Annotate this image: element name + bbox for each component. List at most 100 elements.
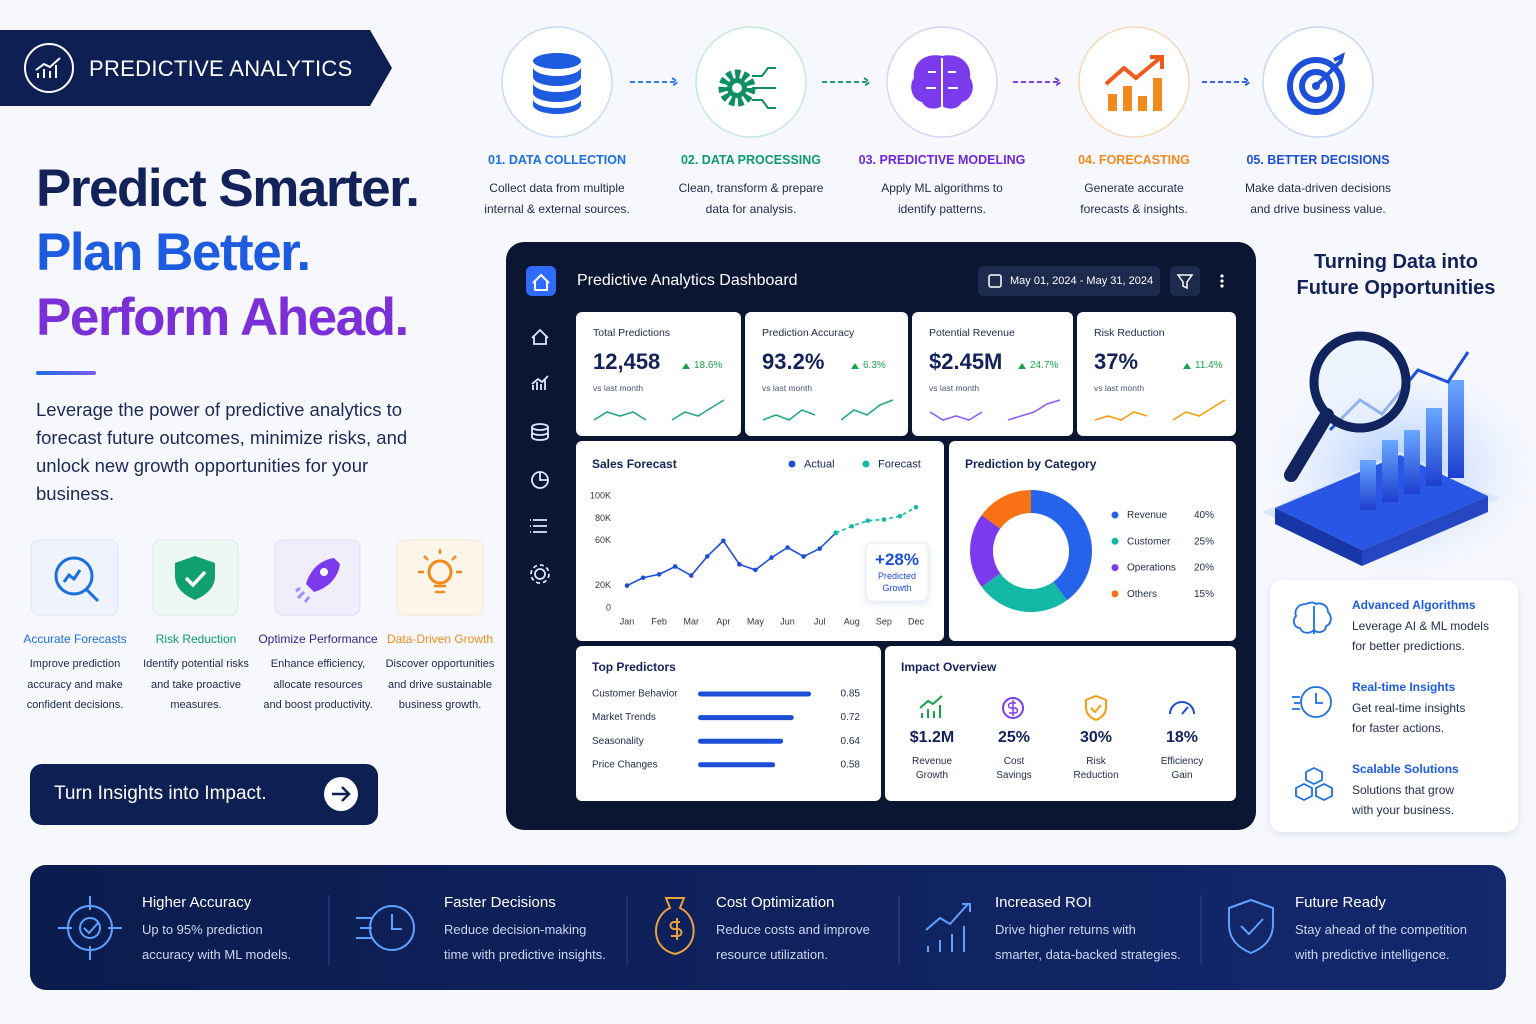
feature-title: Optimize Performance — [258, 632, 378, 646]
y-tick-label: 100K — [590, 490, 611, 500]
impact-icons — [919, 695, 943, 718]
impact-label: Gain — [1171, 770, 1193, 781]
legend-label: Revenue — [1127, 510, 1167, 521]
side-panel — [1270, 580, 1518, 832]
benefit-text: smarter, data-backed strategies. — [995, 947, 1181, 962]
benefit-text: Reduce costs and improve — [716, 922, 870, 937]
step-icons — [533, 53, 581, 69]
donut-segment — [1031, 490, 1092, 601]
cta-button[interactable] — [332, 786, 351, 802]
annotation-note: Growth — [882, 583, 912, 593]
illustration — [1448, 380, 1464, 478]
kpi-value: 12,458 — [593, 349, 661, 374]
legend-marker — [1111, 564, 1119, 572]
legend-label: Operations — [1127, 563, 1176, 574]
legend-label: Actual — [804, 458, 835, 470]
donut-segment — [969, 515, 1001, 587]
dashboard-cards — [576, 312, 741, 436]
benefits-bar — [58, 896, 122, 960]
point — [849, 523, 855, 529]
point — [672, 564, 678, 569]
x-tick-label: Dec — [908, 616, 925, 626]
feature-icons — [418, 549, 462, 594]
point — [704, 554, 710, 559]
benefit-title: Increased ROI — [995, 894, 1092, 911]
feature-title: Risk Reduction — [155, 632, 237, 646]
y-tick-label: 60K — [595, 535, 611, 545]
feature-icons — [54, 556, 94, 596]
header-title: PREDICTIVE ANALYTICS — [89, 56, 353, 81]
point — [881, 517, 887, 522]
dashboard-frame — [539, 472, 548, 481]
side-panel — [1295, 766, 1333, 802]
kpi-value: $2.45M — [929, 349, 1003, 374]
step-icons — [1123, 86, 1132, 111]
feature-icons — [320, 568, 328, 576]
donut-segment — [981, 573, 1067, 613]
feature-text: and boost productivity. — [263, 699, 373, 711]
dashboard-cards — [912, 312, 1073, 436]
point — [913, 504, 919, 510]
legend-marker — [788, 460, 796, 468]
legend-marker — [1111, 590, 1119, 598]
date-range[interactable]: May 01, 2024 - May 31, 2024 — [1010, 275, 1154, 287]
side-item-text: Solutions that grow — [1352, 783, 1455, 797]
feature-text: accuracy and make — [27, 678, 123, 691]
cta-button[interactable] — [30, 764, 378, 825]
dashboard-frame — [1220, 284, 1224, 288]
kpi-arrow — [1018, 363, 1026, 369]
cta-button[interactable] — [30, 764, 378, 825]
benefit-title: Higher Accuracy — [142, 894, 252, 911]
step-text: Make data-driven decisions — [1244, 181, 1392, 195]
benefits-bar — [328, 895, 1202, 965]
category-label: Customer Behavior — [592, 689, 678, 700]
step-text: data for analysis. — [705, 202, 797, 216]
step-icons — [718, 69, 756, 107]
dashboard-cards — [576, 646, 881, 801]
step-icons — [501, 26, 1374, 138]
legend-label: Others — [1127, 589, 1157, 600]
dashboard-frame — [531, 328, 549, 345]
kpi-change: 24.7% — [1030, 360, 1059, 371]
step-icons — [1316, 52, 1345, 86]
impact-value: $1.2M — [909, 729, 955, 746]
step-icons — [926, 58, 958, 108]
kpi-note: vs last month — [593, 383, 644, 393]
step-arrows — [630, 77, 680, 87]
step-icons — [732, 83, 742, 93]
x-tick-label: Mar — [683, 616, 699, 626]
dashboard-frame — [1220, 279, 1224, 283]
side-panel — [1293, 601, 1332, 634]
category-label: Price Changes — [592, 759, 658, 770]
card-title: Impact Overview — [901, 660, 997, 674]
point — [897, 513, 903, 519]
dashboard-frame — [530, 328, 550, 584]
impact-label: Risk — [1086, 756, 1106, 767]
dashboard-frame — [534, 568, 546, 580]
feature-icons — [295, 586, 311, 603]
impact-icons — [1002, 697, 1024, 719]
step-arrows — [1013, 77, 1063, 87]
step-title: 02. DATA PROCESSING — [680, 153, 822, 167]
value-label: 0.85 — [841, 689, 861, 700]
step-title: 05. BETTER DECISIONS — [1246, 153, 1390, 167]
point — [817, 546, 822, 551]
side-item-title: Real-time Insights — [1352, 680, 1456, 694]
illustration — [1284, 408, 1334, 482]
value-label: 0.58 — [841, 759, 861, 770]
impact-icons — [1007, 700, 1019, 716]
feature-icons — [30, 539, 484, 616]
kpi-arrow — [682, 363, 690, 369]
cta-label[interactable]: Turn Insights into Impact. — [54, 783, 267, 804]
benefits-bar — [30, 865, 1506, 990]
side-panel — [1300, 686, 1332, 718]
kpi-note: vs last month — [1094, 383, 1145, 393]
step-icons — [1299, 69, 1333, 103]
x-tick-label: Jul — [814, 616, 826, 626]
feature-text: Improve prediction — [29, 658, 121, 670]
point — [656, 572, 662, 577]
step-text: identify patterns. — [897, 202, 987, 216]
step-text: Collect data from multiple — [489, 181, 625, 195]
